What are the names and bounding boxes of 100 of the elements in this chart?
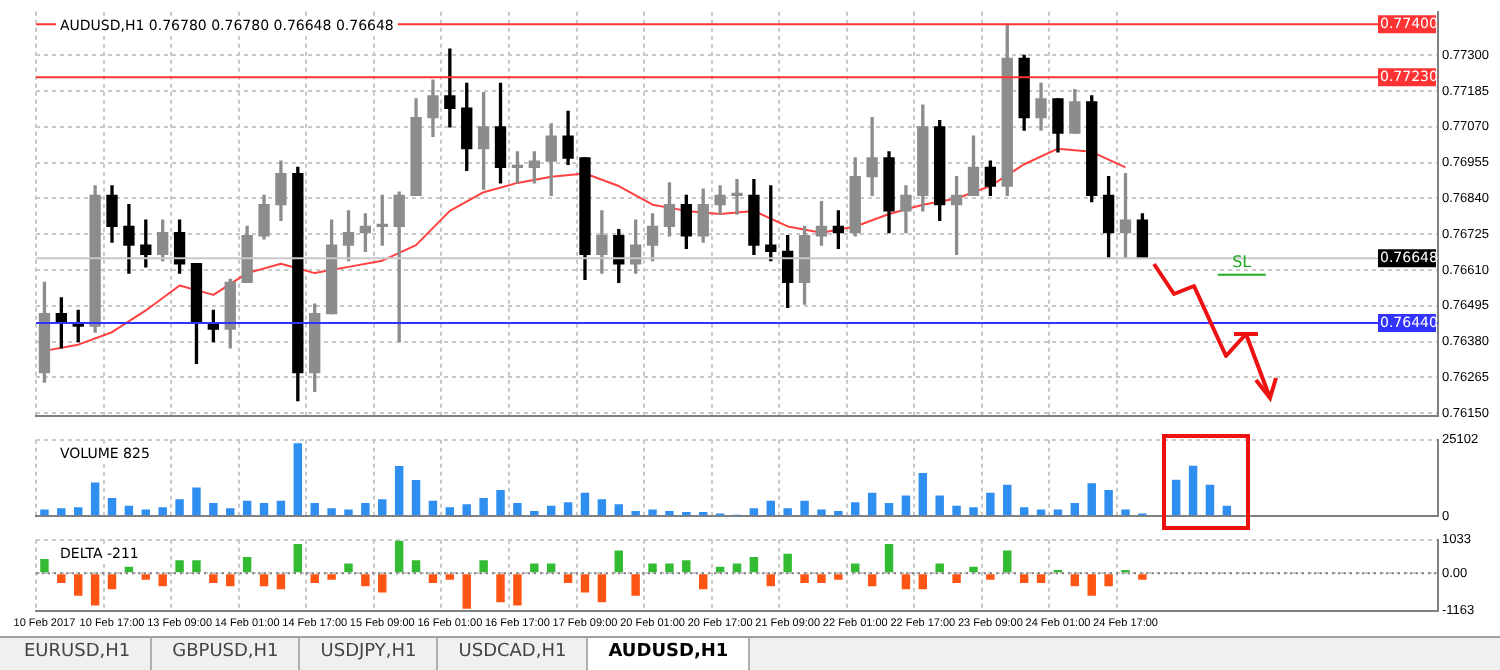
bar — [851, 502, 860, 516]
bar — [935, 563, 944, 573]
bar — [175, 499, 184, 516]
bar — [918, 574, 928, 590]
bar — [817, 574, 826, 583]
bar — [614, 550, 623, 573]
bar — [462, 504, 471, 516]
bar — [800, 500, 809, 516]
bar — [1019, 574, 1029, 583]
bar — [1019, 507, 1029, 516]
bar — [851, 563, 860, 573]
candlestick — [444, 48, 456, 128]
bar — [614, 504, 623, 516]
bar — [192, 560, 201, 573]
bar — [1104, 574, 1113, 587]
bar — [40, 558, 49, 573]
bar — [496, 574, 505, 603]
bar — [867, 492, 877, 516]
bar — [817, 509, 826, 516]
bar — [74, 507, 83, 516]
bar — [209, 503, 218, 516]
bar — [378, 574, 387, 593]
bar — [293, 544, 303, 573]
bar — [209, 574, 218, 583]
bar — [1087, 483, 1096, 516]
bar — [901, 495, 911, 516]
bar — [530, 563, 539, 573]
bar — [107, 574, 117, 590]
text: USDCAD,H1 — [438, 638, 589, 670]
bar — [57, 574, 66, 583]
bar — [378, 499, 387, 516]
bar — [327, 508, 336, 516]
bar — [344, 563, 353, 573]
bar — [1003, 484, 1012, 516]
text: AUDUSD,H1 — [588, 638, 751, 670]
bar — [310, 503, 319, 516]
bar — [597, 499, 607, 516]
bar — [141, 574, 151, 580]
bar — [732, 563, 742, 573]
bar — [1171, 479, 1181, 516]
bar — [428, 574, 438, 583]
bar — [242, 500, 252, 516]
bar — [546, 563, 556, 573]
bar — [90, 482, 100, 516]
bar — [276, 574, 286, 590]
bar — [361, 503, 370, 516]
bar — [242, 557, 252, 573]
bar — [1138, 574, 1147, 580]
bar — [259, 574, 269, 587]
bar — [766, 500, 776, 516]
bar — [901, 574, 911, 590]
bar — [226, 574, 235, 587]
bar — [479, 560, 488, 573]
bar — [513, 574, 522, 606]
bar — [800, 574, 809, 583]
bar — [175, 560, 184, 573]
bar — [1188, 465, 1198, 516]
bar — [783, 508, 792, 516]
bar — [40, 509, 49, 516]
bar — [1003, 550, 1012, 573]
bar — [428, 500, 438, 516]
bar — [631, 574, 640, 596]
candlestick — [866, 116, 878, 196]
bar — [749, 508, 759, 516]
bar — [361, 574, 370, 587]
bar — [192, 487, 201, 516]
bar — [986, 574, 995, 580]
bar — [1121, 509, 1130, 516]
bar — [563, 574, 573, 583]
bar — [513, 503, 522, 516]
bar — [496, 490, 505, 516]
bar — [394, 465, 404, 516]
bar — [1222, 505, 1232, 516]
text: GBPUSD,H1 — [152, 638, 301, 670]
bar — [749, 557, 759, 573]
bar — [952, 505, 961, 516]
bar — [580, 492, 590, 516]
bar — [1205, 484, 1215, 516]
bar — [834, 574, 843, 580]
bar — [986, 492, 995, 516]
bar — [479, 497, 488, 516]
bar — [563, 502, 573, 516]
bar — [665, 563, 674, 573]
bar — [259, 503, 269, 516]
bar — [918, 472, 928, 516]
bar — [411, 479, 421, 516]
annotation: SL — [1232, 252, 1253, 271]
bar — [445, 574, 455, 580]
bar — [648, 509, 657, 516]
bar — [158, 507, 167, 516]
bar — [969, 507, 978, 516]
bar — [648, 563, 657, 573]
bar — [952, 574, 961, 583]
bar — [90, 574, 100, 606]
bar — [580, 574, 590, 593]
bar — [158, 574, 167, 587]
bar — [394, 540, 404, 573]
bar — [867, 574, 877, 587]
bar — [1070, 503, 1080, 516]
bar — [327, 574, 336, 580]
